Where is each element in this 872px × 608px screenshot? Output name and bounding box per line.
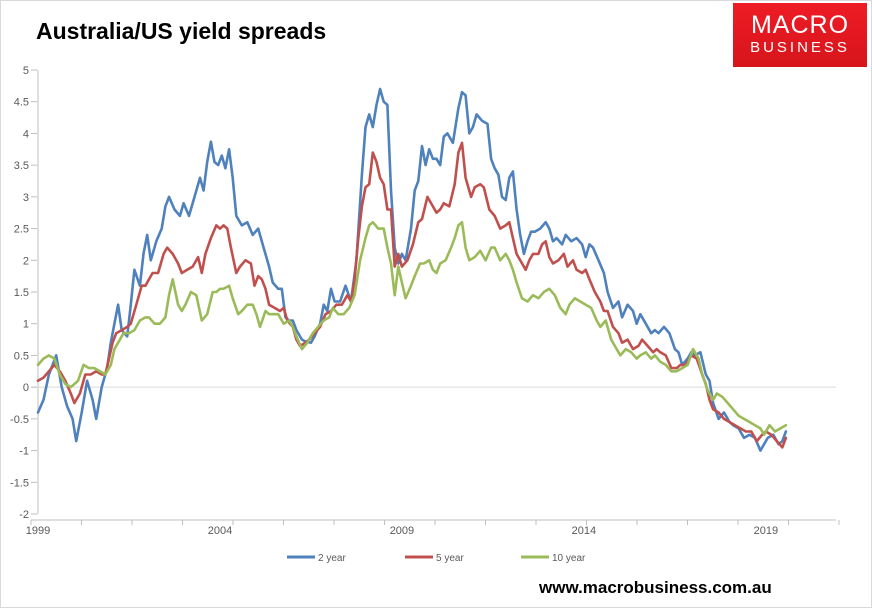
source-url: www.macrobusiness.com.au [539, 578, 772, 597]
x-tick-label: 2004 [208, 525, 232, 537]
y-tick-label: -1.5 [10, 477, 29, 489]
series-line-10-year [36, 220, 788, 436]
y-tick-label: 3 [23, 192, 29, 204]
y-tick-label: 2.5 [14, 224, 29, 236]
y-tick-label: 4 [23, 128, 29, 140]
legend-label-10-year: 10 year [552, 553, 586, 564]
logo-line-2: BUSINESS [750, 39, 850, 56]
macrobusiness-logo: MACRO BUSINESS [733, 3, 867, 67]
x-tick-label: 2014 [572, 525, 596, 537]
y-tick-label: 1.5 [14, 287, 29, 299]
x-tick-label: 2019 [754, 525, 778, 537]
logo-line-1: MACRO [750, 11, 850, 39]
y-tick-label: 0 [23, 382, 29, 394]
y-tick-label: -1 [19, 446, 29, 458]
y-tick-label: 0.5 [14, 350, 29, 362]
x-tick-label: 2009 [390, 525, 414, 537]
legend-label-2-year: 2 year [318, 553, 346, 564]
y-tick-label: 1 [23, 319, 29, 331]
y-tick-label: 5 [23, 65, 29, 77]
y-tick-label: 4.5 [14, 97, 29, 109]
x-tick-label: 1999 [26, 525, 50, 537]
y-tick-label: 2 [23, 255, 29, 267]
y-tick-label: -2 [19, 509, 29, 521]
legend-label-5-year: 5 year [436, 553, 464, 564]
series-line-5-year [36, 141, 788, 449]
series-line-2-year [36, 87, 788, 452]
y-tick-label: -0.5 [10, 414, 29, 426]
y-tick-label: 3.5 [14, 160, 29, 172]
chart-title: Australia/US yield spreads [36, 18, 327, 44]
